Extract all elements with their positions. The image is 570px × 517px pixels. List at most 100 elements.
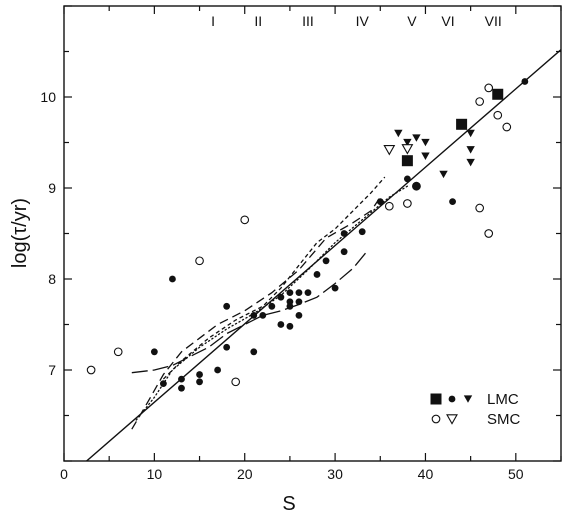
legend-label: LMC (487, 391, 519, 408)
point-smc-open-circle (475, 97, 485, 106)
point-smc-open-triangle-down (401, 144, 414, 155)
point-smc-open-circle (231, 377, 241, 387)
point-lmc-filled-circle (403, 175, 411, 183)
point-lmc-filled-circle (196, 371, 203, 378)
legend-entry-smc: SMC (431, 411, 521, 428)
x-axis-label: S (282, 493, 295, 515)
point-lmc-filled-triangle-down (421, 138, 430, 147)
point-lmc-filled-circle (331, 284, 339, 292)
point-lmc-filled-triangle-down (439, 170, 448, 179)
x-tick-label: 50 (508, 466, 524, 482)
class-label-II: II (254, 13, 262, 29)
legend-label: SMC (487, 411, 521, 428)
point-lmc-filled-circle (304, 289, 312, 297)
point-lmc-filled-circle (376, 198, 384, 206)
curve-dashed (131, 196, 381, 430)
point-smc-open-circle (384, 201, 394, 211)
curve-dotted (135, 185, 409, 421)
legend-entry-lmc: LMC (430, 391, 519, 408)
point-lmc-filled-square (456, 118, 468, 130)
class-label-IV: IV (356, 13, 370, 29)
point-lmc-filled-circle (196, 378, 203, 386)
y-tick-label: 7 (48, 362, 56, 378)
point-lmc-filled-circle (178, 375, 185, 383)
legend-marker-filled-triangle-down (463, 395, 473, 403)
point-smc-open-circle (493, 110, 503, 120)
point-lmc-filled-triangle-down (394, 129, 403, 138)
axis-ticks: 0 10 20 30 40 50 7 8 9 10 (40, 5, 562, 482)
point-smc-open-circle (240, 215, 250, 225)
data-points (86, 78, 529, 392)
point-lmc-filled-circle (286, 289, 294, 297)
point-smc-open-circle (475, 203, 485, 213)
point-lmc-filled-triangle-down (412, 134, 421, 142)
point-lmc-filled-circle (322, 257, 330, 265)
point-lmc-filled-triangle-down (466, 158, 475, 167)
point-smc-open-circle (86, 365, 96, 375)
point-lmc-filled-circle (268, 302, 276, 310)
point-lmc-filled-circle (214, 366, 222, 374)
point-smc-open-circle (403, 199, 412, 208)
point-lmc-filled-circle (295, 289, 303, 297)
class-label-I: I (211, 13, 215, 29)
x-tick-label: 10 (147, 466, 163, 482)
class-label-III: III (302, 13, 314, 29)
point-lmc-filled-circle (295, 298, 303, 306)
point-lmc-filled-circle-large (412, 181, 421, 191)
legend: LMC SMC (430, 391, 521, 428)
point-lmc-filled-circle (277, 293, 285, 301)
point-lmc-filled-circle (277, 321, 285, 328)
point-lmc-filled-triangle-down (421, 152, 430, 160)
point-lmc-filled-circle (286, 322, 294, 330)
point-smc-open-circle (484, 229, 494, 238)
point-lmc-filled-circle (223, 343, 231, 351)
point-lmc-filled-triangle-down (466, 129, 475, 138)
legend-marker-filled-circle (448, 395, 456, 403)
legend-marker-filled-square (430, 393, 442, 405)
point-lmc-filled-circle (150, 348, 158, 356)
curve-long-dashed (131, 251, 368, 374)
point-lmc-filled-circle (286, 302, 294, 310)
point-lmc-filled-square (401, 155, 413, 167)
fit-curves (86, 49, 561, 461)
point-lmc-filled-circle (250, 312, 258, 319)
class-labels: I II III IV V VI VII (211, 13, 502, 29)
point-smc-open-circle (502, 122, 512, 132)
point-lmc-filled-circle (295, 312, 303, 319)
legend-marker-open-triangle-down (446, 414, 458, 425)
point-lmc-filled-circle (313, 271, 321, 278)
point-smc-open-circle (195, 256, 204, 266)
point-lmc-filled-circle (340, 248, 348, 256)
class-label-VII: VII (485, 13, 502, 29)
y-tick-label: 10 (40, 89, 56, 105)
point-lmc-filled-circle (259, 312, 267, 319)
point-lmc-filled-circle (169, 275, 176, 283)
x-tick-label: 40 (418, 466, 434, 482)
point-lmc-filled-circle (521, 78, 529, 85)
point-lmc-filled-circle (160, 380, 167, 388)
point-lmc-filled-circle (178, 384, 185, 392)
point-lmc-filled-square (492, 88, 504, 100)
x-tick-label: 20 (237, 466, 253, 482)
point-lmc-filled-triangle-down (403, 138, 412, 147)
x-tick-label: 0 (60, 466, 68, 482)
point-lmc-filled-circle (358, 228, 366, 236)
point-lmc-filled-triangle-down (466, 146, 475, 154)
point-lmc-filled-circle (250, 348, 258, 356)
x-tick-label: 30 (327, 466, 343, 482)
point-lmc-filled-circle (223, 302, 231, 310)
curve-short-dashed (162, 176, 386, 380)
y-axis-label: log(τ/yr) (9, 198, 31, 268)
fit-line (86, 49, 561, 461)
y-tick-label: 9 (48, 180, 56, 196)
class-label-VI: VI (441, 13, 454, 29)
point-lmc-filled-circle (449, 198, 456, 206)
class-label-V: V (407, 13, 417, 29)
y-tick-label: 8 (48, 271, 56, 287)
point-smc-open-triangle-down (383, 145, 396, 156)
point-smc-open-circle (113, 347, 123, 357)
point-smc-open-circle (484, 83, 494, 93)
legend-marker-open-circle (431, 414, 441, 424)
point-lmc-filled-circle (340, 230, 348, 237)
